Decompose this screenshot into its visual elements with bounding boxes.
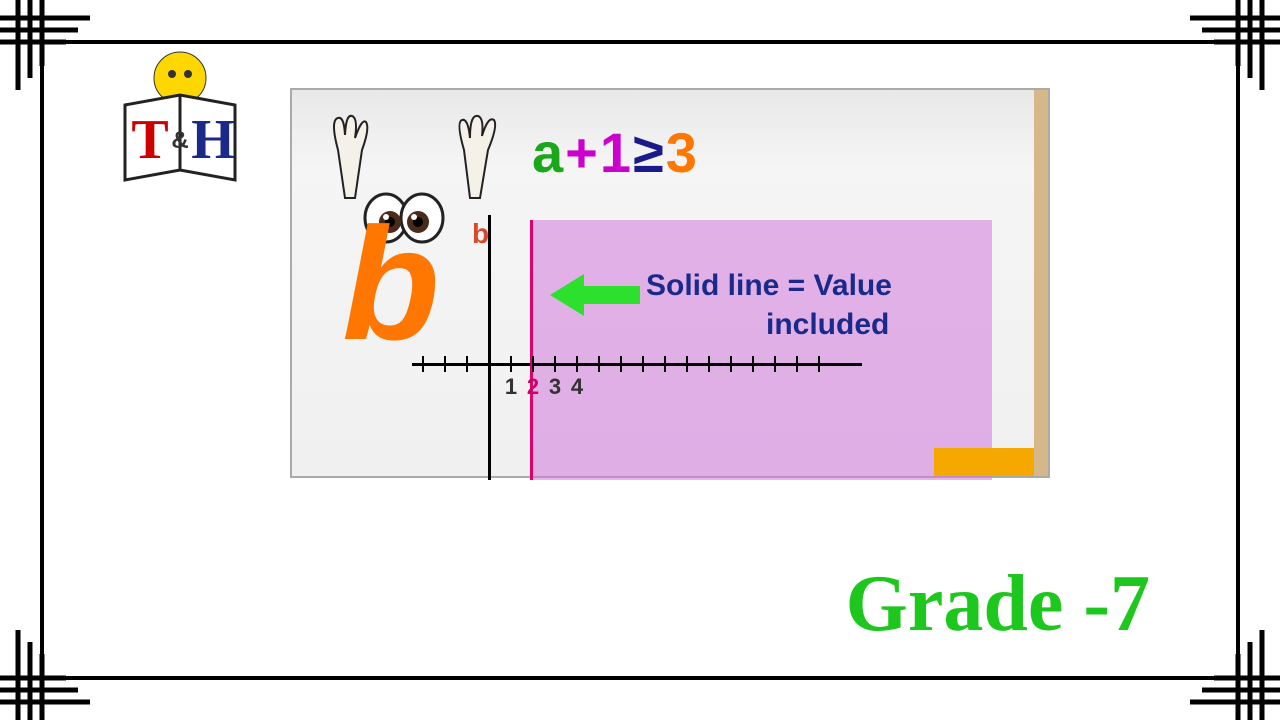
logo-ampersand: &	[171, 127, 188, 154]
axis-tick	[686, 356, 688, 372]
callout-text: Solid line = Value included	[646, 266, 892, 344]
grade-label: Grade -7	[846, 559, 1150, 650]
axis-tick	[576, 356, 578, 372]
inequality-plus: +	[565, 121, 600, 184]
character-letter: b	[342, 220, 440, 348]
logo-letter-h: H	[191, 109, 235, 171]
callout-line2: included	[646, 305, 892, 344]
brand-logo: T H &	[100, 50, 260, 190]
axis-tick	[598, 356, 600, 372]
axis-tick-label: 1	[505, 374, 517, 400]
logo-letter-t: T	[131, 109, 168, 171]
axis-tick	[664, 356, 666, 372]
eraser-icon	[934, 448, 1034, 476]
axis-tick	[708, 356, 710, 372]
inequality-ge: ≥	[633, 121, 666, 184]
right-hand-icon	[440, 110, 510, 200]
axis-tick-label: 3	[549, 374, 561, 400]
axis-tick	[730, 356, 732, 372]
axis-tick	[642, 356, 644, 372]
axis-tick-label: 2	[527, 374, 539, 400]
y-axis	[488, 215, 491, 480]
inequality-one: 1	[600, 121, 633, 184]
axis-tick	[532, 356, 534, 372]
callout-arrow-icon	[550, 270, 640, 325]
x-axis	[412, 363, 862, 366]
solution-region	[532, 220, 992, 480]
whiteboard-panel: a+1≥3 b 1234 Solid line = Value included	[290, 88, 1050, 478]
whiteboard-frame-edge	[1034, 90, 1048, 476]
axis-tick	[774, 356, 776, 372]
axis-tick	[796, 356, 798, 372]
axis-tick	[752, 356, 754, 372]
inequality-expression: a+1≥3	[532, 120, 699, 185]
axis-tick	[510, 356, 512, 372]
axis-tick	[444, 356, 446, 372]
axis-tick	[818, 356, 820, 372]
inequality-a: a	[532, 121, 565, 184]
boundary-line	[530, 220, 533, 480]
axis-tick-label: 4	[571, 374, 583, 400]
axis-tick	[620, 356, 622, 372]
callout-line1: Solid line = Value	[646, 269, 892, 302]
left-hand-icon	[310, 110, 380, 200]
axis-tick	[466, 356, 468, 372]
y-axis-label: b	[472, 218, 489, 250]
axis-tick	[554, 356, 556, 372]
inequality-three: 3	[666, 121, 699, 184]
